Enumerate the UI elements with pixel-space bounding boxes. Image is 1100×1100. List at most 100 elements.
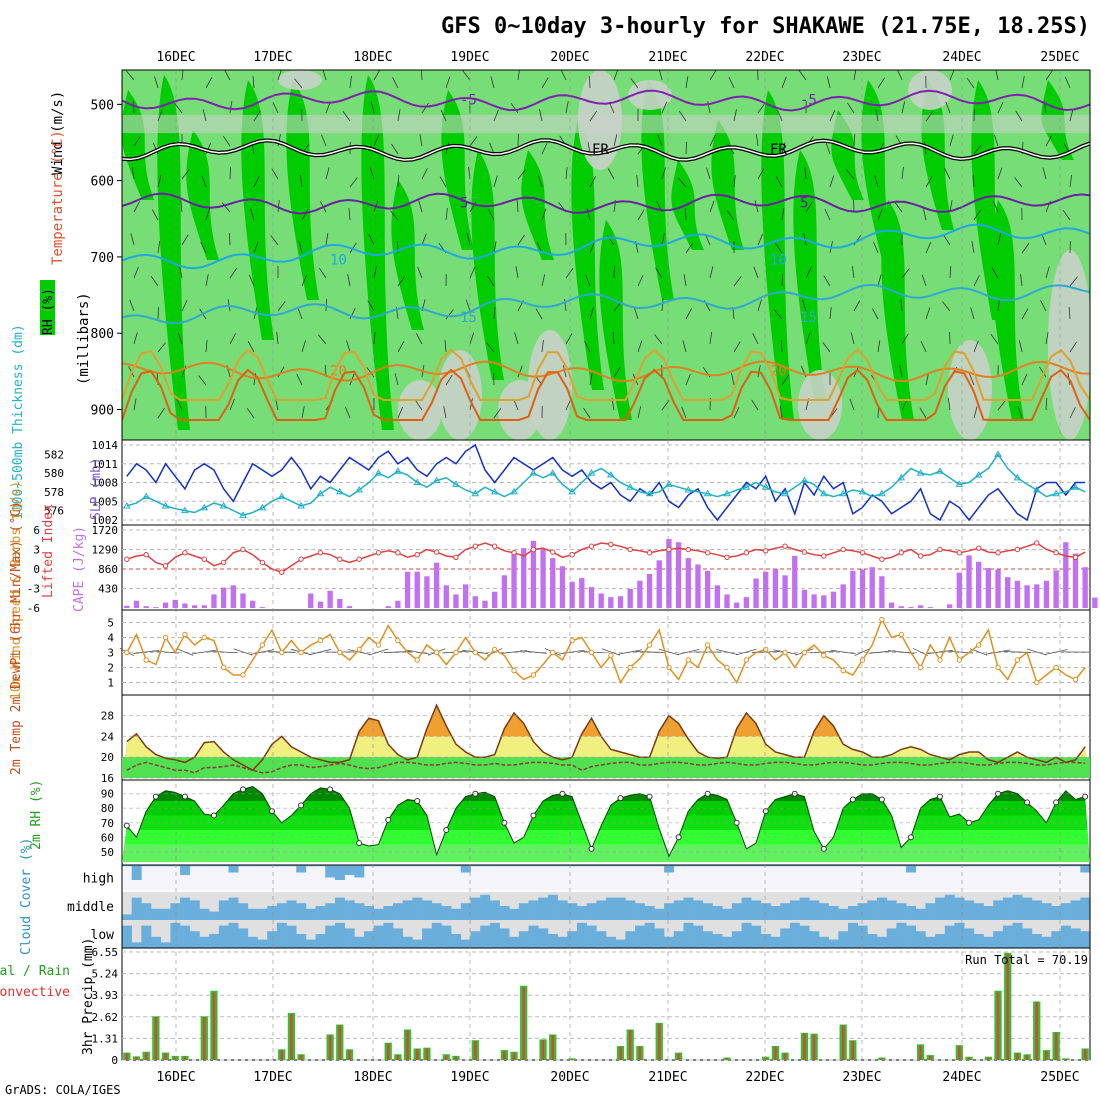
cape-bar xyxy=(550,558,556,608)
cloud-bar xyxy=(499,906,510,920)
cloud-bar xyxy=(354,936,365,948)
cape-bar xyxy=(385,606,391,608)
dewpt-line xyxy=(126,761,1086,774)
wind-barb xyxy=(877,274,882,287)
wind-barb xyxy=(133,332,138,345)
wind-barb xyxy=(773,309,783,320)
cloud-bar xyxy=(838,908,849,920)
cloud-bar xyxy=(993,865,1004,867)
cloud-bar xyxy=(1041,903,1052,920)
cloud-bar xyxy=(383,922,394,948)
cape-bar xyxy=(763,571,769,608)
rh-dry-area xyxy=(628,80,672,110)
cloud-bar xyxy=(635,865,646,867)
chart-title: GFS 0~10day 3-hourly for SHAKAWE (21.75E… xyxy=(441,14,1090,39)
lifted-index-point xyxy=(821,553,827,559)
cloud-bar xyxy=(722,936,733,948)
thickness-point xyxy=(142,492,151,500)
cloud-bar xyxy=(547,894,558,920)
wind-barb xyxy=(202,109,207,122)
cape-bar xyxy=(182,603,188,608)
precip-conv-bar xyxy=(416,1049,419,1060)
wind-barb xyxy=(781,142,786,155)
lifted-index-point xyxy=(356,556,362,562)
wind-barb xyxy=(317,334,327,345)
wind-barb xyxy=(945,101,951,114)
wind-speed-point xyxy=(220,664,227,671)
precip-tick-label: 6.55 xyxy=(92,946,119,959)
cloud-bar xyxy=(780,865,791,867)
precip-conv-bar xyxy=(1064,1059,1068,1060)
wind-barb xyxy=(445,309,454,320)
cape-bar xyxy=(1014,580,1021,608)
y-tick-label: 800 xyxy=(91,327,114,342)
wind-barb xyxy=(1040,300,1047,312)
rh-moist-column xyxy=(793,150,826,400)
wind-barb xyxy=(294,78,303,89)
wind-barb xyxy=(131,167,135,180)
wind-speed-point xyxy=(782,649,788,656)
wind-speed-point xyxy=(375,642,382,648)
thickness-point xyxy=(800,476,809,484)
rh-moist-column xyxy=(391,180,424,330)
wind-barb xyxy=(181,169,190,180)
cloud-bar xyxy=(886,928,897,948)
precip-conv-bar xyxy=(174,1056,177,1060)
thickness-point xyxy=(587,469,596,476)
cloud-bar xyxy=(1080,931,1091,948)
thickness-point xyxy=(393,467,402,474)
cloud-bar xyxy=(1051,865,1062,867)
cape-bar xyxy=(482,600,488,608)
wind-barb xyxy=(535,308,543,320)
wind-barb xyxy=(133,266,139,279)
cloud-bar xyxy=(131,865,142,880)
rh-tick-label: 60 xyxy=(101,831,114,844)
cloud-bar xyxy=(189,931,200,948)
cloud-bar xyxy=(296,865,307,873)
thickness-point xyxy=(529,469,538,476)
cloud-bar xyxy=(615,897,626,920)
rh-point xyxy=(762,808,769,815)
temp-contour-label: FR xyxy=(770,142,787,158)
date-label-bottom: 19DEC xyxy=(450,1070,489,1085)
lifted-index-point xyxy=(937,546,943,553)
cloud-bar xyxy=(673,900,684,920)
cape-bar xyxy=(201,605,207,608)
precip-tick-label: 5.24 xyxy=(92,968,119,981)
cloud-bar xyxy=(305,865,316,867)
cloud-bar xyxy=(935,934,946,948)
rh-point xyxy=(356,840,363,847)
cloud-bar xyxy=(334,897,345,920)
cloud-bar xyxy=(470,865,481,867)
wind-barb xyxy=(635,651,664,653)
wind-barb xyxy=(227,299,231,312)
precip-conv-bar xyxy=(812,1034,816,1060)
wind-barb xyxy=(709,266,714,279)
cloud-bar xyxy=(499,865,510,867)
wind-barb xyxy=(997,400,1006,411)
cloud-bar xyxy=(199,908,210,920)
cloud-bar xyxy=(422,928,433,948)
cape-bar xyxy=(898,606,904,608)
date-label-top: 25DEC xyxy=(1040,50,1079,65)
cloud-bar xyxy=(857,925,868,948)
wind-barb xyxy=(1062,209,1071,221)
wind-barb xyxy=(301,340,306,353)
wind-barb xyxy=(205,274,209,287)
precip-conv-bar xyxy=(1025,1055,1029,1060)
wind-barb xyxy=(151,209,159,221)
lifted-index-point xyxy=(801,549,808,555)
thickness-point xyxy=(239,511,247,518)
wind-barb xyxy=(250,649,275,655)
panel-border xyxy=(121,524,1091,611)
lifted-index-point xyxy=(143,552,149,558)
cloud-bar xyxy=(480,894,491,920)
wind-barb xyxy=(991,267,999,279)
cloud-bar xyxy=(431,903,442,920)
wind-label: Wind (m/s) xyxy=(50,91,66,175)
wind-barb xyxy=(901,167,904,180)
wind-speed-point xyxy=(356,646,362,653)
wind-barb xyxy=(944,168,951,180)
wind-barb xyxy=(325,233,329,246)
thickness-point xyxy=(994,450,1002,457)
